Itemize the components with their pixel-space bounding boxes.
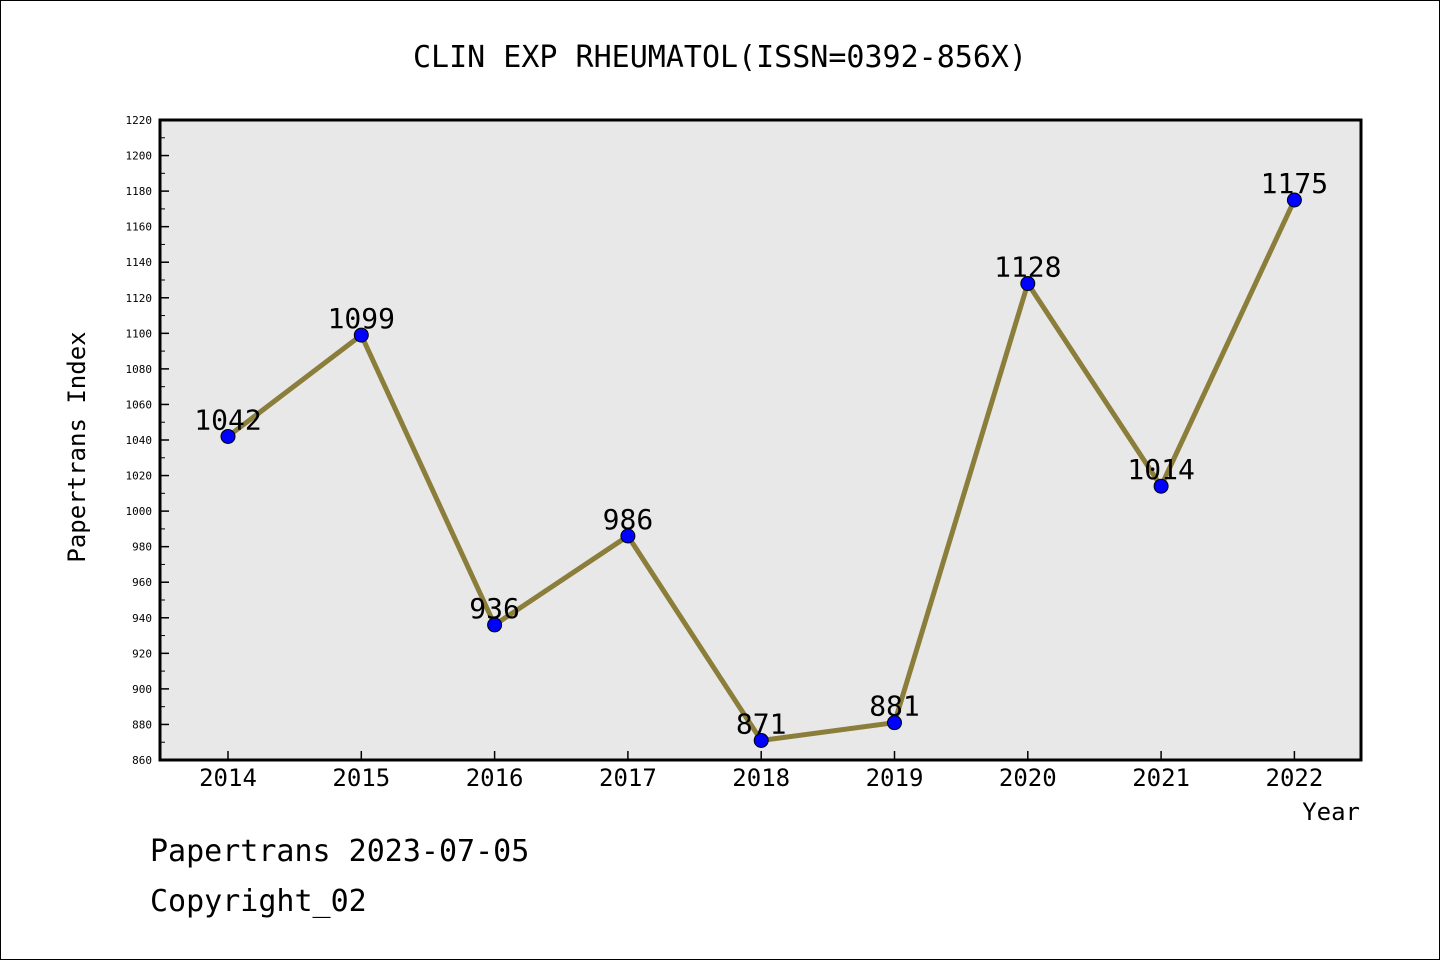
plot-area	[158, 118, 1363, 762]
data-label: 986	[603, 503, 654, 536]
chart-title: CLIN EXP RHEUMATOL(ISSN=0392-856X)	[413, 40, 1027, 75]
footer-date: Papertrans 2023-07-05	[150, 834, 530, 869]
data-labels: 1042 1099 936 986 871 881 1128 1014 1175	[194, 167, 1328, 740]
y-tick-label: 940	[132, 612, 152, 625]
footer-copyright: Copyright_02	[150, 884, 367, 919]
x-tick-label: 2018	[732, 764, 790, 792]
data-point	[1020, 276, 1036, 292]
data-point	[220, 428, 236, 444]
y-tick-label: 1220	[126, 114, 153, 127]
data-label: 936	[469, 592, 520, 625]
data-point	[487, 617, 503, 633]
y-tick-label: 1100	[126, 327, 153, 340]
data-point	[1153, 478, 1169, 494]
data-point	[753, 732, 769, 748]
data-point	[620, 528, 636, 544]
y-tick-label: 920	[132, 647, 152, 660]
x-tick-label: 2017	[599, 764, 657, 792]
x-tick-label: 2014	[199, 764, 257, 792]
data-point	[887, 715, 902, 731]
y-tick-label: 1200	[126, 150, 153, 163]
y-axis-label: Papertrans Index	[63, 331, 91, 562]
y-tick-label: 1140	[126, 256, 153, 269]
y-tick-label: 960	[132, 576, 152, 589]
data-label: 881	[869, 690, 920, 723]
x-tick-label: 2015	[332, 764, 390, 792]
y-tick-label: 1180	[126, 185, 153, 198]
y-tick-label: 860	[132, 754, 152, 767]
y-tick-label: 1000	[126, 505, 153, 518]
y-tick-label: 1080	[126, 363, 153, 376]
y-tick-label: 1120	[126, 292, 153, 305]
x-tick-label: 2021	[1132, 764, 1190, 792]
x-axis: 2014 2015 2016 2017 2018 2019 2020 2021 2022	[199, 751, 1323, 792]
y-tick-label: 980	[132, 541, 152, 554]
y-tick-label: 1060	[126, 398, 153, 411]
y-tick-label: 1160	[126, 221, 153, 234]
x-axis-label: Year	[1302, 798, 1360, 826]
data-point	[353, 327, 369, 343]
y-axis: 860 880 900 920 940 960 980 1000 1020 1040 1060 108…	[126, 114, 169, 767]
x-tick-label: 2022	[1266, 764, 1324, 792]
y-tick-label: 1020	[126, 470, 153, 483]
data-label: 1175	[1261, 167, 1328, 200]
x-tick-label: 2019	[866, 764, 924, 792]
data-label: 871	[736, 707, 787, 740]
data-label: 1014	[1127, 453, 1194, 486]
y-tick-label: 1040	[126, 434, 153, 447]
x-tick-label: 2020	[999, 764, 1057, 792]
y-tick-label: 900	[132, 683, 152, 696]
x-tick-label: 2016	[466, 764, 524, 792]
data-point	[1286, 192, 1302, 208]
data-label: 1099	[328, 302, 395, 335]
series-markers	[220, 192, 1302, 748]
data-label: 1042	[194, 403, 261, 436]
y-tick-label: 880	[132, 718, 152, 731]
data-label: 1128	[994, 251, 1061, 284]
